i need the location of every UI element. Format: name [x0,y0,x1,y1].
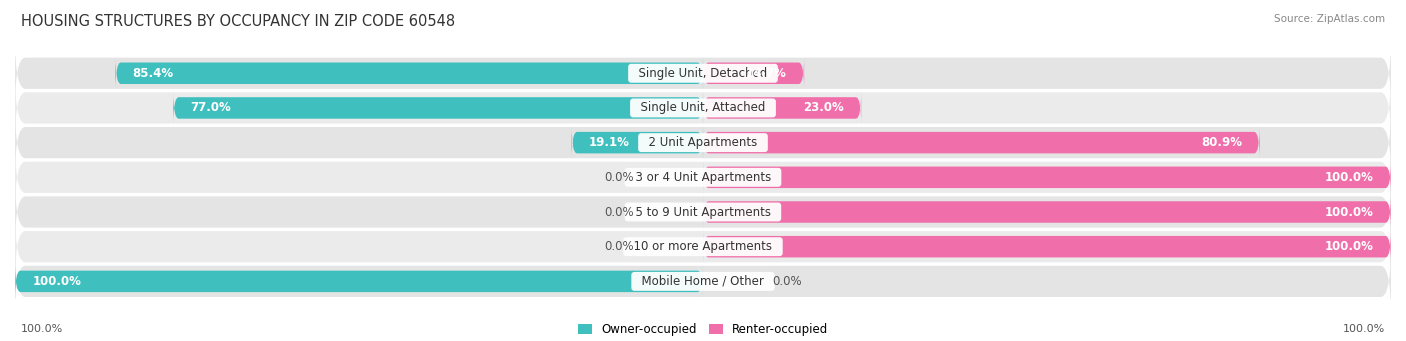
Text: 100.0%: 100.0% [1324,240,1374,253]
FancyBboxPatch shape [572,125,703,160]
Text: 100.0%: 100.0% [32,275,82,288]
FancyBboxPatch shape [15,264,703,298]
FancyBboxPatch shape [703,56,804,90]
FancyBboxPatch shape [703,195,1391,229]
Text: 0.0%: 0.0% [605,206,634,219]
FancyBboxPatch shape [115,56,703,90]
Text: 10 or more Apartments: 10 or more Apartments [626,240,780,253]
FancyBboxPatch shape [173,91,703,125]
Text: 100.0%: 100.0% [1324,171,1374,184]
Text: 77.0%: 77.0% [190,102,231,115]
Text: HOUSING STRUCTURES BY OCCUPANCY IN ZIP CODE 60548: HOUSING STRUCTURES BY OCCUPANCY IN ZIP C… [21,14,456,29]
Text: 14.7%: 14.7% [747,67,787,80]
Text: 3 or 4 Unit Apartments: 3 or 4 Unit Apartments [627,171,779,184]
Legend: Owner-occupied, Renter-occupied: Owner-occupied, Renter-occupied [572,318,834,341]
FancyBboxPatch shape [15,37,1391,110]
Text: 100.0%: 100.0% [1343,324,1385,334]
FancyBboxPatch shape [703,91,862,125]
Text: 2 Unit Apartments: 2 Unit Apartments [641,136,765,149]
Text: 0.0%: 0.0% [605,171,634,184]
FancyBboxPatch shape [703,230,1391,264]
FancyBboxPatch shape [15,245,1391,318]
Text: 0.0%: 0.0% [605,240,634,253]
Text: 85.4%: 85.4% [132,67,174,80]
Text: 100.0%: 100.0% [1324,206,1374,219]
Text: Single Unit, Attached: Single Unit, Attached [633,102,773,115]
FancyBboxPatch shape [15,210,1391,283]
FancyBboxPatch shape [703,125,1260,160]
Text: 80.9%: 80.9% [1201,136,1243,149]
Text: 0.0%: 0.0% [772,275,801,288]
FancyBboxPatch shape [15,176,1391,249]
Text: 5 to 9 Unit Apartments: 5 to 9 Unit Apartments [627,206,779,219]
FancyBboxPatch shape [15,106,1391,179]
FancyBboxPatch shape [703,160,1391,194]
FancyBboxPatch shape [15,141,1391,214]
Text: 23.0%: 23.0% [803,102,844,115]
Text: 100.0%: 100.0% [21,324,63,334]
Text: Single Unit, Detached: Single Unit, Detached [631,67,775,80]
FancyBboxPatch shape [15,72,1391,144]
Text: 19.1%: 19.1% [589,136,630,149]
Text: Mobile Home / Other: Mobile Home / Other [634,275,772,288]
Text: Source: ZipAtlas.com: Source: ZipAtlas.com [1274,14,1385,24]
